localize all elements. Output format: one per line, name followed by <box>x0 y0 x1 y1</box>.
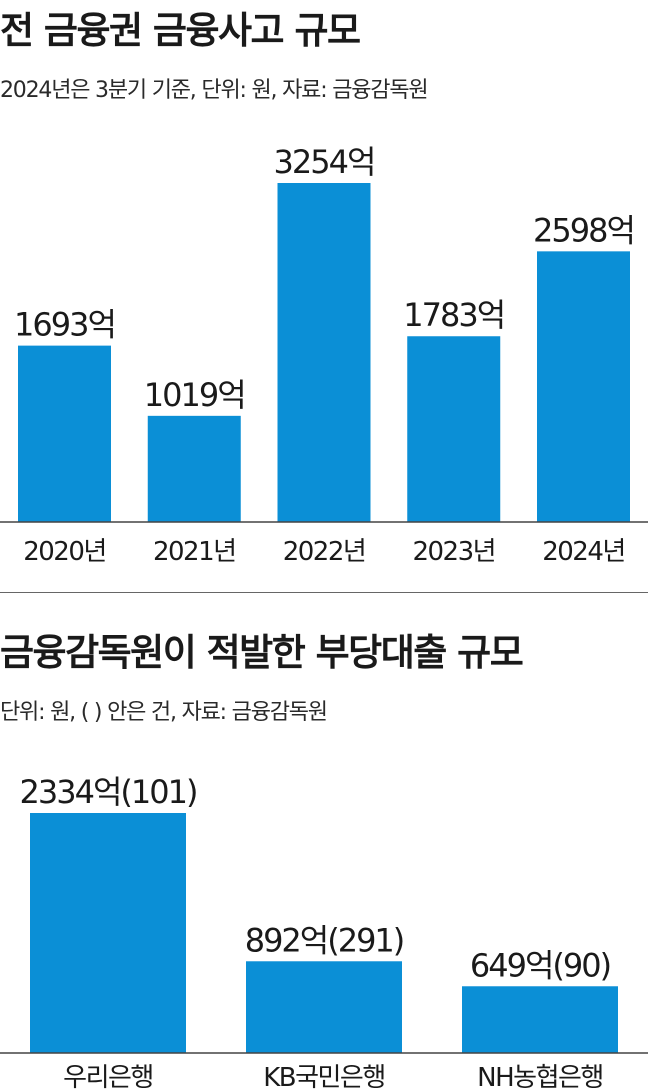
chart2-data-label: 2334억(101) <box>20 773 197 811</box>
chart2-bar <box>246 961 402 1053</box>
section-divider <box>0 592 648 593</box>
chart1-bar <box>407 336 501 522</box>
chart2-category-label: KB국민은행 <box>263 1063 385 1092</box>
chart1-category-label: 2022년 <box>283 537 366 567</box>
chart1-title: 전 금융권 금융사고 규모 <box>0 9 361 52</box>
chart1-bar <box>537 251 630 522</box>
chart2-bar <box>30 813 186 1053</box>
chart1-bar <box>18 345 111 522</box>
chart1-category-label: 2021년 <box>153 537 236 567</box>
chart2-category-label: NH농협은행 <box>477 1063 603 1092</box>
chart2-title: 금융감독원이 적발한 부당대출 규모 <box>0 631 524 674</box>
chart2-subtitle: 단위: 원, ( ) 안은 건, 자료: 금융감독원 <box>0 700 328 725</box>
chart2-data-label: 892억(291) <box>245 921 404 959</box>
chart1-data-label: 2598억 <box>533 211 634 249</box>
chart2-data-label: 649억(90) <box>470 946 610 984</box>
chart2-bar <box>462 986 618 1053</box>
chart2-category-label: 우리은행 <box>63 1063 153 1092</box>
chart1-subtitle: 2024년은 3분기 기준, 단위: 원, 자료: 금융감독원 <box>0 78 429 103</box>
chart1-plot: 1693억 2020년 1019억 2021년 3254억 2022년 1783억 2023년… <box>0 143 648 567</box>
chart1-category-label: 2024년 <box>542 537 625 567</box>
chart1-bar <box>277 183 371 522</box>
chart1-category-label: 2020년 <box>23 537 106 567</box>
chart1-data-label: 1019억 <box>144 376 245 414</box>
chart1-category-label: 2023년 <box>412 537 495 567</box>
chart1-data-label: 1783억 <box>403 296 504 334</box>
chart1-data-label: 3254억 <box>274 143 375 181</box>
chart1-bar <box>147 415 241 522</box>
chart1-data-label: 1693억 <box>14 306 115 344</box>
